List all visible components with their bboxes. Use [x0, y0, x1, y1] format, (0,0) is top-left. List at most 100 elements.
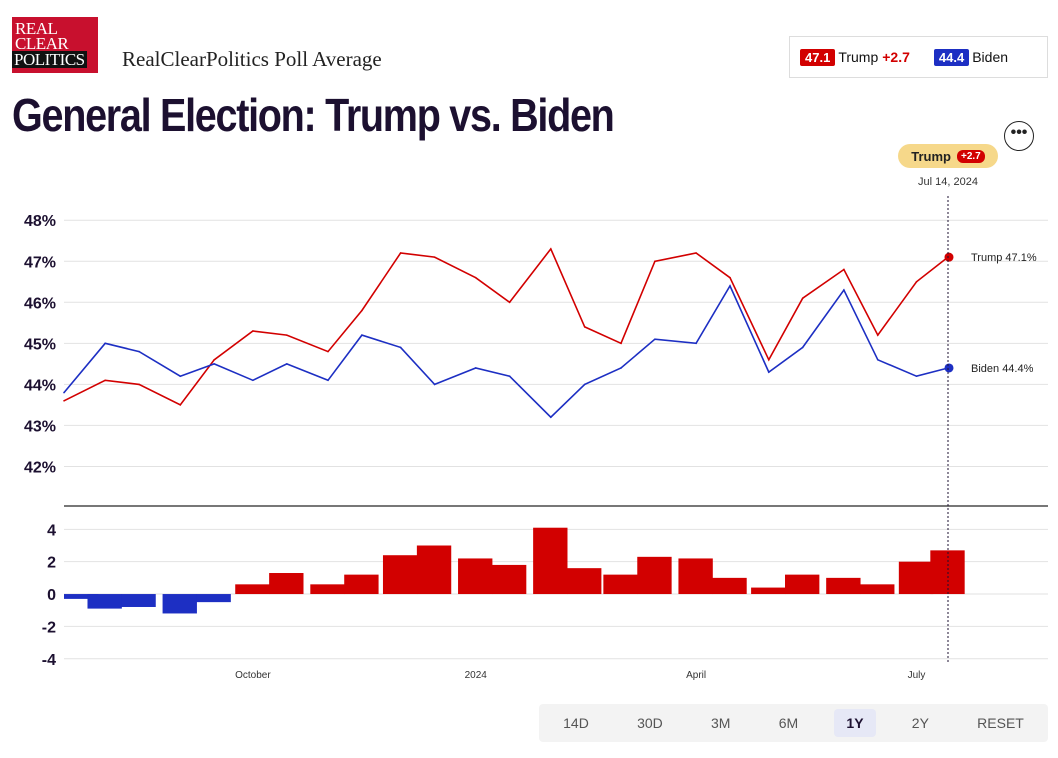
leader-tooltip: Trump +2.7 [898, 144, 998, 168]
spread-bar [344, 574, 379, 595]
data-point-biden [843, 289, 845, 291]
spread-bar [87, 594, 122, 609]
range-button-30d[interactable]: 30D [637, 715, 663, 731]
end-marker-biden [944, 363, 954, 373]
page-title: General Election: Trump vs. Biden [12, 89, 615, 141]
data-point-biden [213, 363, 215, 365]
end-label-biden: Biden 44.4% [971, 363, 1034, 375]
spread-bar [64, 594, 99, 599]
range-button-14d[interactable]: 14D [563, 715, 589, 731]
y-tick-label: 45% [24, 336, 56, 353]
spread-bar [121, 594, 156, 607]
data-point-biden [695, 342, 697, 345]
data-point-trump [695, 252, 697, 254]
spread-bar [533, 527, 568, 595]
y-tick-label: 44% [24, 377, 56, 394]
bar-y-tick-label: -2 [42, 619, 56, 636]
y-tick-label: 47% [24, 254, 56, 271]
rcp-logo[interactable]: REAL CLEAR POLITICS [12, 17, 98, 73]
data-point-biden [876, 358, 879, 361]
spread-bar [567, 568, 602, 595]
spread-bar [310, 584, 345, 595]
spread-bar [235, 584, 270, 595]
data-point-trump [433, 256, 436, 258]
data-point-biden [138, 350, 140, 353]
range-button-2y[interactable]: 2Y [911, 715, 929, 731]
spread-bar [751, 587, 786, 595]
data-point-trump [915, 280, 918, 283]
data-point-trump [876, 334, 879, 336]
biden-value-badge: 44.4 [933, 48, 970, 66]
data-point-biden [583, 383, 586, 386]
data-point-biden [550, 416, 552, 419]
range-button-6m[interactable]: 6M [778, 715, 799, 731]
data-point-trump [843, 268, 845, 271]
tooltip-date: Jul 14, 2024 [918, 176, 978, 188]
trump-lead: +2.7 [882, 49, 910, 65]
data-point-biden [327, 379, 329, 382]
y-tick-label: 42% [24, 459, 56, 476]
logo-line-3: POLITICS [12, 50, 87, 69]
spread-bar [712, 577, 747, 595]
data-point-biden [508, 375, 511, 377]
data-point-trump [767, 358, 770, 361]
data-point-biden [915, 375, 918, 377]
bar-y-tick-label: 0 [47, 587, 56, 604]
bar-y-tick-label: 4 [47, 522, 56, 539]
bar-y-tick-label: -4 [42, 652, 56, 669]
data-point-trump [63, 400, 65, 402]
spread-bar [860, 584, 895, 595]
spread-bar [826, 577, 861, 595]
data-point-trump [729, 276, 731, 279]
trump-value-badge: 47.1 [800, 48, 836, 66]
y-tick-label: 46% [24, 295, 56, 312]
data-point-biden [63, 391, 65, 394]
x-tick-label: October [235, 670, 271, 681]
data-point-trump [361, 309, 363, 312]
spread-bar [603, 574, 638, 595]
data-point-biden [399, 346, 402, 349]
more-options-button[interactable]: ••• [1004, 121, 1034, 151]
y-tick-label: 48% [24, 213, 56, 230]
data-point-biden [767, 371, 770, 373]
data-point-trump [138, 383, 140, 386]
data-point-trump [654, 260, 656, 263]
bar-y-tick-label: 2 [47, 555, 56, 572]
data-point-biden [474, 367, 477, 369]
data-point-trump [399, 252, 402, 254]
data-point-trump [252, 330, 254, 332]
data-point-trump [583, 326, 586, 328]
range-button-reset[interactable]: RESET [977, 715, 1024, 731]
data-point-trump [327, 350, 329, 353]
spread-bar [416, 545, 452, 595]
data-point-biden [654, 338, 656, 341]
data-point-trump [801, 297, 804, 299]
spread-bar [162, 594, 197, 614]
range-button-3m[interactable]: 3M [711, 715, 731, 731]
spread-bar [678, 558, 713, 595]
x-tick-label: July [908, 670, 926, 681]
end-label-trump: Trump 47.1% [971, 252, 1037, 264]
spread-bar [382, 555, 418, 595]
tooltip-name: Trump [911, 148, 951, 164]
logo-line-2: CLEAR [15, 34, 69, 53]
data-point-trump [179, 404, 182, 406]
data-point-biden [361, 334, 363, 336]
data-point-trump [474, 276, 477, 279]
data-point-trump [104, 379, 106, 382]
spread-bar [785, 574, 820, 595]
range-button-1y[interactable]: 1Y [834, 709, 876, 737]
trump-legend-name: Trump [838, 49, 879, 65]
data-point-biden [286, 363, 288, 365]
data-point-trump [286, 334, 288, 336]
x-tick-label: 2024 [465, 670, 488, 681]
spread-bar [491, 564, 527, 595]
x-tick-label: April [686, 670, 706, 681]
data-point-biden [801, 346, 804, 349]
poll-chart[interactable]: 48%47%46%45%44%43%42%Trump 47.1%Biden 44… [0, 0, 1058, 700]
data-point-biden [104, 342, 106, 345]
spread-bar [898, 561, 934, 595]
spread-bar [196, 594, 231, 603]
data-point-trump [213, 358, 215, 361]
data-point-biden [252, 379, 254, 382]
